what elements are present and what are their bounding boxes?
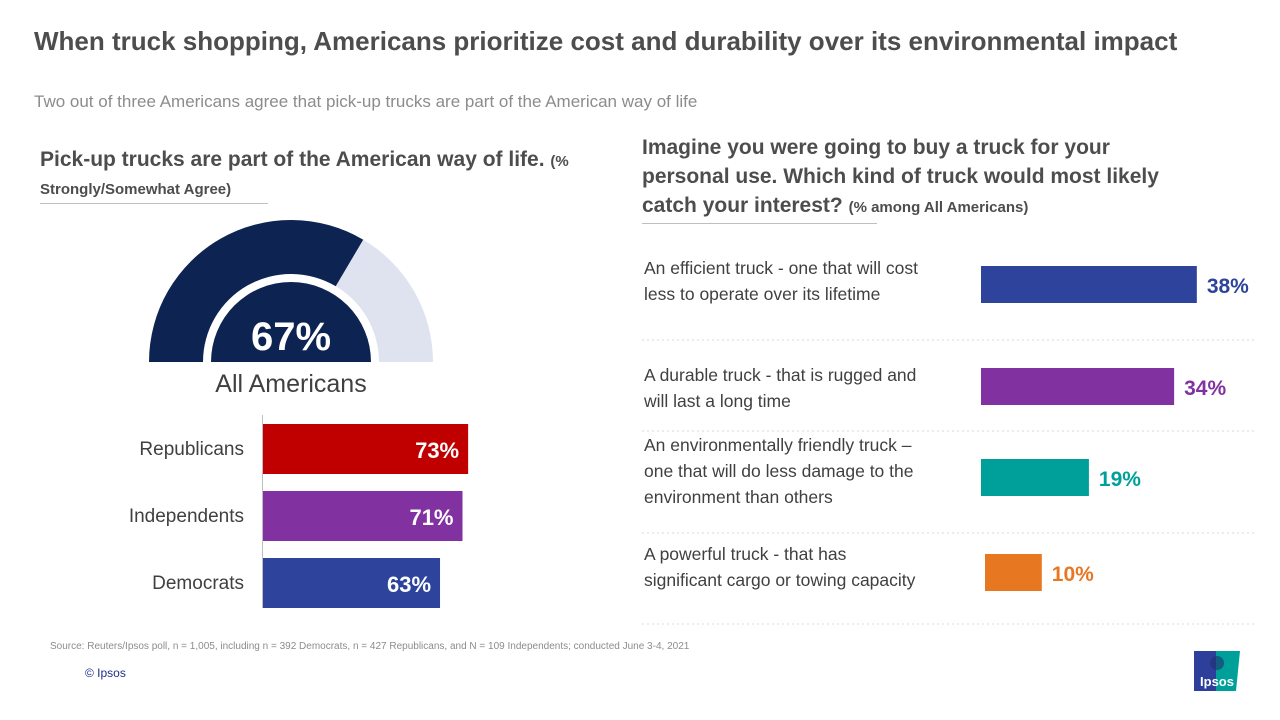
truck-category: An environmentally friendly truck – one … xyxy=(644,435,914,507)
truck-bar-value: 34% xyxy=(1184,377,1226,400)
page-title: When truck shopping, Americans prioritiz… xyxy=(34,26,1178,56)
bar-value: 71% xyxy=(409,505,453,530)
source-note: Source: Reuters/Ipsos poll, n = 1,005, i… xyxy=(50,641,690,652)
left-chart-title: Pick-up trucks are part of the American … xyxy=(40,147,600,203)
bar-republicans xyxy=(263,424,469,474)
truck-bar-value: 38% xyxy=(1207,275,1249,298)
divider xyxy=(40,203,268,204)
gauge-value: 67% xyxy=(251,315,331,359)
truck-bar xyxy=(981,266,1197,303)
truck-bar-value: 10% xyxy=(1052,563,1094,586)
ipsos-logo: Ipsos xyxy=(1194,651,1240,691)
bar-value: 63% xyxy=(387,572,431,597)
truck-bar xyxy=(981,459,1089,496)
truck-category: An efficient truck - one that will cost … xyxy=(644,258,918,304)
truck-bar xyxy=(985,554,1042,591)
truck-category: A powerful truck - that has significant … xyxy=(644,544,916,590)
truck-bar xyxy=(981,368,1175,405)
truck-bar-value: 19% xyxy=(1099,468,1141,491)
copyright: © Ipsos xyxy=(85,666,126,680)
page-subtitle: Two out of three Americans agree that pi… xyxy=(34,92,698,111)
left-title-note: (% Strongly/Somewhat Agree) xyxy=(40,153,569,198)
bar-democrats xyxy=(263,558,441,608)
gauge-remainder xyxy=(335,239,433,362)
bar-category: Independents xyxy=(129,506,244,527)
right-title-text: Imagine you were going to buy a truck fo… xyxy=(642,136,1159,217)
gauge-center xyxy=(211,282,371,362)
left-title-text: Pick-up trucks are part of the American … xyxy=(40,148,545,171)
bar-category: Republicans xyxy=(139,439,244,460)
right-title-note: (% among All Americans) xyxy=(848,199,1029,216)
bar-value: 73% xyxy=(415,438,459,463)
bar-category: Democrats xyxy=(152,573,244,594)
svg-text:Ipsos: Ipsos xyxy=(1200,674,1234,689)
divider xyxy=(642,223,877,224)
bar-independents xyxy=(263,491,463,541)
gauge-label: All Americans xyxy=(215,370,366,398)
right-chart-title: Imagine you were going to buy a truck fo… xyxy=(642,133,1202,222)
truck-category: A durable truck - that is rugged and wil… xyxy=(644,365,917,411)
gauge-fill xyxy=(149,220,364,362)
